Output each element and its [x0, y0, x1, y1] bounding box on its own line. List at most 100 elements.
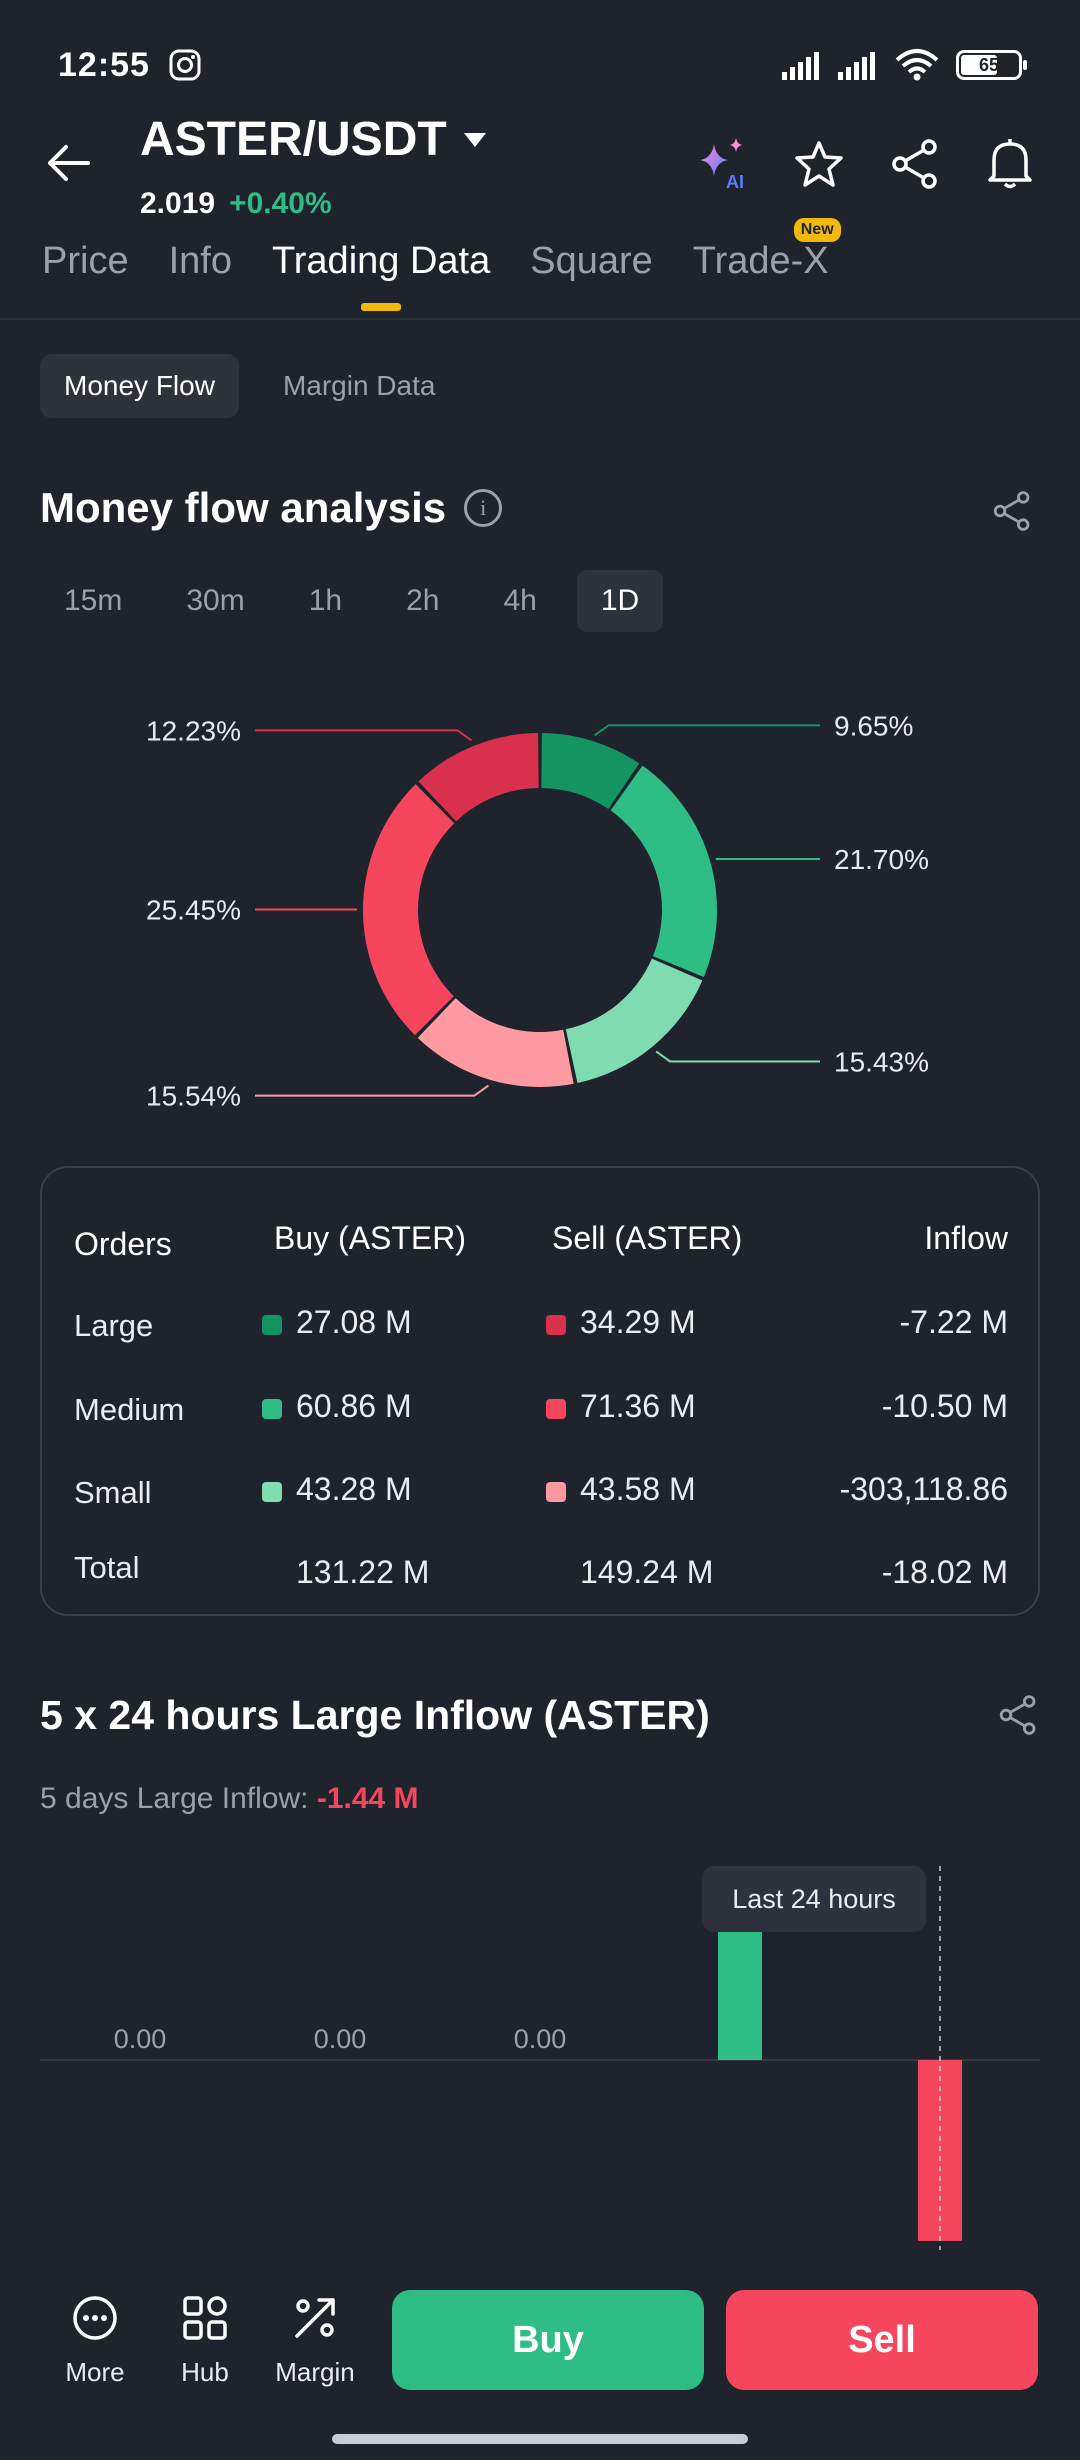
col-inflow-header: Inflow: [924, 1220, 1008, 1256]
donut-leader-line: [255, 1084, 489, 1097]
margin-label: Margin: [275, 2357, 355, 2387]
buy-value: 43.28 M: [296, 1471, 412, 1507]
status-left: 12:55: [58, 46, 202, 85]
table-total-row: Total 131.22 M 149.24 M -18.02 M: [42, 1538, 1038, 1598]
status-right: 65: [782, 48, 1027, 82]
sub-tabs: Money Flow Margin Data: [40, 354, 479, 418]
money-flow-donut-chart: 9.65% 21.70% 15.43% 15.54% 25.45% 12.23%: [146, 710, 929, 1112]
period-1h[interactable]: 1h: [308, 584, 343, 617]
sell-value: 43.58 M: [580, 1471, 696, 1507]
buy-button[interactable]: Buy: [392, 2290, 704, 2390]
sell-value: 34.29 M: [580, 1304, 696, 1340]
battery-level: 65: [978, 55, 1000, 75]
row-label: Medium: [74, 1392, 185, 1427]
donut-slice[interactable]: [363, 784, 455, 1036]
price-change: +0.40%: [229, 187, 332, 220]
tab-square[interactable]: Square: [530, 240, 653, 282]
col-sell-header: Sell (ASTER): [552, 1220, 743, 1256]
price-line: 2.019 +0.40%: [140, 187, 332, 221]
wifi-icon: [895, 49, 939, 81]
period-selector: 15m 30m 1h 2h 4h 1D: [40, 570, 679, 632]
subtab-margin-data[interactable]: Margin Data: [282, 370, 436, 401]
legend-swatch: [546, 1398, 566, 1419]
buy-value: 27.08 M: [296, 1304, 412, 1340]
tab-trading-data[interactable]: Trading Data: [271, 240, 491, 311]
row-label: Large: [74, 1308, 154, 1343]
status-bar: 12:55 65: [58, 40, 1027, 90]
main-tabs: Price Info Trading Data Square Trade-X N…: [42, 218, 869, 311]
more-dots-icon: [73, 2296, 117, 2340]
more-button[interactable]: More: [40, 2294, 150, 2388]
share-icon[interactable]: [992, 490, 1032, 532]
donut-value-label: 21.70%: [834, 844, 929, 875]
sell-value: 71.36 M: [580, 1388, 696, 1424]
five-day-inflow-note: 5 days Large Inflow: -1.44 M: [40, 1782, 419, 1816]
col-buy-header: Buy (ASTER): [274, 1220, 467, 1256]
star-icon[interactable]: [794, 140, 844, 188]
bar-value-label: 0.00: [314, 2024, 367, 2054]
battery-icon: 65: [956, 50, 1027, 80]
home-indicator[interactable]: [332, 2434, 748, 2444]
five-day-inflow-value: -1.44 M: [316, 1782, 419, 1815]
sell-cell: 71.36 M: [546, 1388, 696, 1425]
donut-slice[interactable]: [610, 765, 717, 977]
tab-trade-x[interactable]: Trade-X New: [692, 218, 841, 283]
bar[interactable]: [718, 1916, 762, 2060]
more-label: More: [65, 2357, 125, 2387]
five-day-inflow-label: 5 days Large Inflow:: [40, 1782, 309, 1815]
large-inflow-bar-chart: 0.000.000.0056.70 M: [40, 1866, 1040, 2250]
info-icon[interactable]: i: [464, 489, 503, 527]
share-icon[interactable]: [998, 1694, 1038, 1736]
period-4h[interactable]: 4h: [503, 584, 537, 617]
period-1d[interactable]: 1D: [576, 570, 664, 632]
ai-sparkle-icon[interactable]: AI: [696, 136, 752, 192]
tab-price[interactable]: Price: [42, 240, 129, 282]
tab-info[interactable]: Info: [168, 240, 232, 282]
donut-slice[interactable]: [565, 958, 703, 1083]
donut-value-label: 9.65%: [834, 710, 913, 741]
donut-slice[interactable]: [541, 733, 640, 809]
period-15m[interactable]: 15m: [64, 584, 123, 617]
period-2h[interactable]: 2h: [406, 584, 440, 617]
last-price: 2.019: [140, 187, 216, 220]
inflow-value: -7.22 M: [899, 1304, 1008, 1340]
donut-slice[interactable]: [417, 998, 574, 1087]
share-icon[interactable]: [890, 138, 940, 190]
sell-button[interactable]: Sell: [726, 2290, 1038, 2390]
tab-trade-x-label: Trade-X: [692, 240, 829, 282]
back-arrow-icon[interactable]: [46, 144, 90, 182]
buy-cell: 60.86 M: [262, 1388, 412, 1425]
buy-value: 60.86 M: [296, 1388, 412, 1424]
money-flow-header: Money flow analysis i: [40, 484, 503, 532]
donut-value-label: 15.54%: [146, 1081, 241, 1112]
signal-icon: [838, 52, 875, 80]
pair-title: ASTER/USDT: [140, 113, 447, 166]
bottom-action-bar: More Hub Margin Buy Sell: [0, 2268, 1080, 2460]
legend-swatch: [262, 1398, 282, 1419]
margin-button[interactable]: Margin: [260, 2294, 370, 2388]
total-label: Total: [74, 1550, 140, 1585]
legend-swatch: [546, 1314, 566, 1335]
donut-leader-line: [594, 724, 820, 737]
instagram-icon: [169, 49, 201, 81]
table-row: Large 27.08 M 34.29 M -7.22 M: [42, 1292, 1038, 1352]
chart-tooltip: Last 24 hours: [702, 1866, 926, 1932]
sell-cell: 34.29 M: [546, 1304, 696, 1341]
donut-leader-line: [655, 1050, 820, 1063]
total-sell: 149.24 M: [580, 1554, 714, 1590]
subtab-money-flow[interactable]: Money Flow: [40, 354, 239, 418]
pair-selector[interactable]: ASTER/USDT: [140, 112, 487, 167]
caret-down-icon: [463, 132, 486, 147]
hub-grid-icon: [183, 2296, 227, 2340]
svg-text:AI: AI: [726, 172, 744, 192]
hub-label: Hub: [181, 2357, 229, 2387]
money-flow-title: Money flow analysis: [40, 484, 447, 531]
margin-icon: [295, 2298, 335, 2338]
hub-button[interactable]: Hub: [150, 2294, 260, 2388]
bell-icon[interactable]: [986, 136, 1034, 190]
tabs-divider: [0, 318, 1080, 320]
row-label: Small: [74, 1475, 152, 1510]
inflow-value: -10.50 M: [881, 1388, 1008, 1424]
donut-slice[interactable]: [418, 733, 539, 822]
period-30m[interactable]: 30m: [186, 584, 245, 617]
